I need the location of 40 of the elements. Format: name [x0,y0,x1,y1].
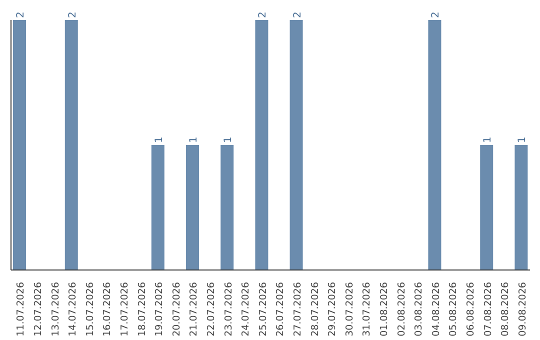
x-tick-label: 22.07.2026 [206,282,217,336]
x-tick-label: 17.07.2026 [119,282,130,336]
x-tick-label: 25.07.2026 [258,282,269,336]
x-tick-label: 27.07.2026 [292,282,304,336]
x-tick-label: 14.07.2026 [68,282,79,336]
x-tick-label: 13.07.2026 [50,282,62,336]
x-tick-label: 15.07.2026 [84,282,96,336]
data-label: 2 [258,12,269,18]
data-label: 2 [430,12,442,18]
x-tick-label: 04.08.2026 [430,282,442,336]
data-label: 2 [67,12,78,18]
x-tick-label: 12.07.2026 [32,282,44,336]
x-tick-label: 31.07.2026 [362,282,373,336]
x-tick-label: 11.07.2026 [16,282,27,336]
data-label: 1 [482,136,494,143]
data-label: 2 [16,12,26,18]
x-tick-label: 19.07.2026 [154,282,166,336]
x-tick-label: 02.08.2026 [396,282,408,336]
x-tick-label: 05.08.2026 [448,282,460,336]
x-tick-label: 18.07.2026 [136,282,148,336]
data-label: 1 [517,136,528,143]
data-label: 1 [223,136,234,143]
x-tick-label: 26.07.2026 [275,282,286,336]
x-tick-label: 28.07.2026 [310,282,321,336]
x-tick-label: 20.07.2026 [171,282,182,336]
x-tick-label: 29.07.2026 [327,282,338,336]
x-tick-label: 24.07.2026 [240,282,252,336]
x-tick-label: 01.08.2026 [378,282,390,336]
x-tick-label: 23.07.2026 [223,282,234,336]
data-label: 1 [154,136,165,143]
x-tick-label: 16.07.2026 [102,282,114,336]
x-tick-label: 03.08.2026 [414,282,425,336]
data-label: 1 [188,136,200,143]
x-tick-label: 07.08.2026 [482,282,494,336]
x-tick-label: 21.07.2026 [188,282,200,336]
x-tick-label: 30.07.2026 [344,282,356,336]
x-tick-label: 08.08.2026 [500,282,512,336]
data-label: 2 [292,12,304,18]
x-tick-label: 06.08.2026 [465,282,476,336]
x-tick-label: 09.08.2026 [517,282,528,336]
